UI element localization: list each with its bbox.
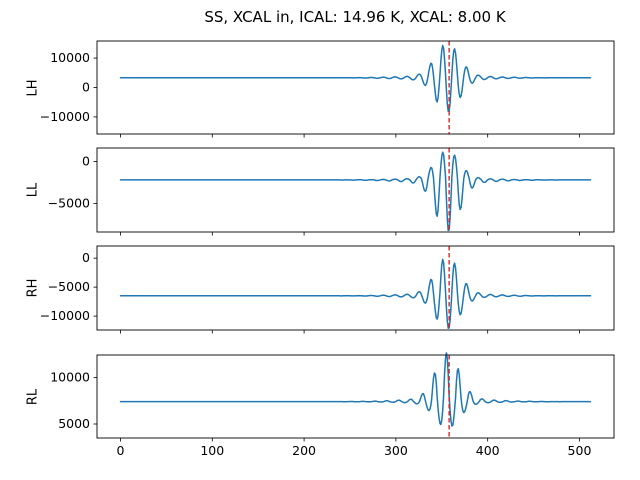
subplot-lh: 10000 0 −10000	[40, 40, 615, 138]
svg-text:10000: 10000	[50, 369, 90, 384]
svg-text:−10000: −10000	[40, 308, 90, 323]
svg-text:10000: 10000	[50, 50, 90, 65]
subplot-rh: 0 −5000 −10000	[40, 245, 615, 334]
subplot-ll: 0 −5000	[48, 147, 615, 236]
svg-text:5000: 5000	[58, 416, 90, 431]
svg-text:200: 200	[292, 443, 316, 458]
svg-text:−5000: −5000	[48, 195, 90, 210]
svg-text:−5000: −5000	[48, 279, 90, 294]
svg-text:0: 0	[82, 80, 90, 95]
subplot-rl: 10000 5000 0 100 200 300 400 500	[50, 352, 615, 458]
svg-text:0: 0	[82, 250, 90, 265]
svg-text:0: 0	[117, 443, 125, 458]
svg-text:300: 300	[384, 443, 408, 458]
svg-text:400: 400	[476, 443, 500, 458]
svg-text:0: 0	[82, 153, 90, 168]
svg-text:100: 100	[200, 443, 224, 458]
chart-title: SS, XCAL in, ICAL: 14.96 K, XCAL: 8.00 K	[204, 8, 506, 26]
svg-text:500: 500	[568, 443, 592, 458]
svg-text:−10000: −10000	[40, 109, 90, 124]
